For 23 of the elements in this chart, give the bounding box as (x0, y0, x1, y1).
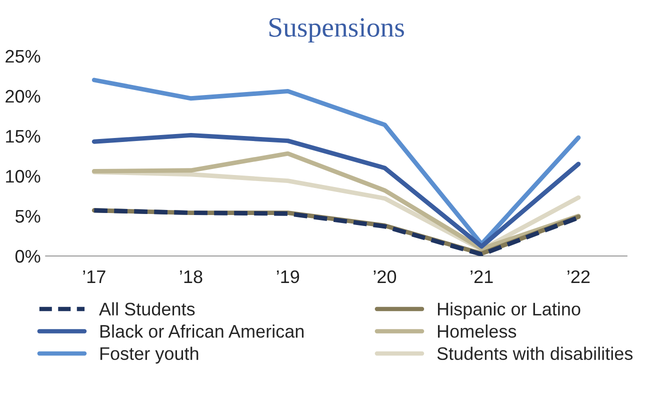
legend-label: Students with disabilities (437, 346, 633, 360)
legend-label: Black or African American (100, 324, 304, 338)
y-tick-label: 15% (6, 130, 40, 143)
x-tick-label: ’17 (83, 270, 106, 283)
chart-title: Suspensions (269, 18, 404, 42)
x-tick-label: ’19 (276, 270, 300, 284)
legend-label: Hispanic or Latino (438, 302, 580, 320)
line-series (92, 78, 581, 246)
x-tick-label: ’20 (374, 270, 396, 284)
x-tick-label: ’22 (568, 270, 590, 283)
legend-label: Homeless (438, 324, 516, 338)
line-series (92, 208, 581, 256)
line-series (92, 132, 581, 249)
y-tick-label: 25% (6, 50, 40, 63)
y-tick-label: 5% (15, 210, 40, 223)
legend-label: Foster youth (100, 346, 198, 364)
legend-label: All Students (99, 302, 195, 316)
x-tick-label: ’18 (180, 270, 202, 284)
x-tick-label: ’21 (470, 270, 493, 283)
line-series (92, 151, 581, 252)
y-tick-label: 0% (15, 250, 40, 263)
y-tick-label: 20% (6, 90, 40, 103)
y-tick-label: 10% (6, 170, 40, 183)
